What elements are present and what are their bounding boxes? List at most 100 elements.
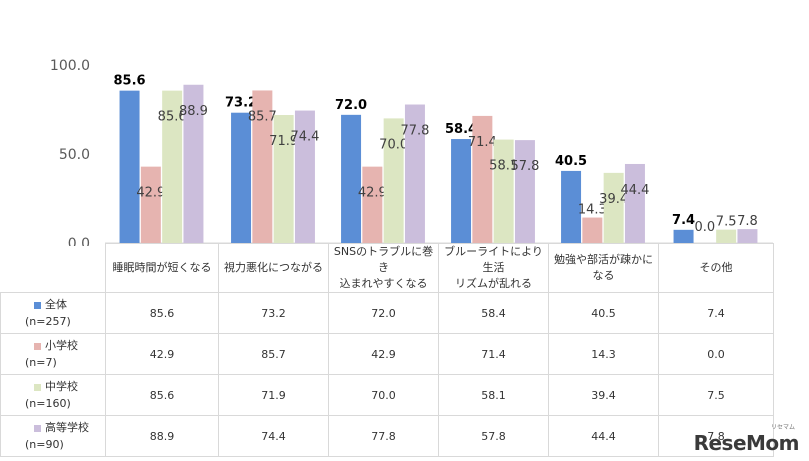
table-cell: 42.9 xyxy=(328,333,439,375)
series-name: 中学校 xyxy=(45,380,78,393)
table-row: 中学校 (n=160) 85.6 71.9 70.0 58.1 39.4 7.5 xyxy=(0,374,774,416)
resemom-logo: ReseMom xyxy=(693,431,800,455)
table-corner xyxy=(0,243,106,293)
bar-0-0 xyxy=(119,90,140,243)
data-label-3-0: 58.4 xyxy=(445,122,477,137)
legend-swatch xyxy=(34,384,41,391)
data-label-5-2: 7.5 xyxy=(716,215,737,230)
data-label-4-2: 39.4 xyxy=(599,192,628,207)
category-header: 勉強や部活が疎かに なる xyxy=(548,243,659,293)
bar-1-3 xyxy=(294,110,315,244)
category-label-line: 視力悪化につながる xyxy=(224,261,323,274)
series-legend: 小学校 (n=7) xyxy=(0,333,106,375)
data-label-0-2: 85.6 xyxy=(158,110,187,125)
data-label-4-1: 14.3 xyxy=(578,203,607,218)
bar-4-0 xyxy=(561,170,582,243)
table-cell: 85.6 xyxy=(105,292,219,334)
data-label-2-3: 77.8 xyxy=(400,124,429,139)
table-cell: 74.4 xyxy=(218,415,329,457)
category-label-line: SNSのトラブルに巻き xyxy=(333,245,434,274)
table-cell: 57.8 xyxy=(438,415,549,457)
table-cell: 39.4 xyxy=(548,374,659,416)
legend-swatch xyxy=(34,302,41,309)
bar-3-0 xyxy=(451,139,472,243)
data-label-5-0: 7.4 xyxy=(672,213,695,228)
category-label-line: 勉強や部活が疎かに xyxy=(554,253,653,266)
series-legend: 全体 (n=257) xyxy=(0,292,106,334)
data-label-1-1: 85.7 xyxy=(248,109,277,124)
series-sample-size: (n=257) xyxy=(25,315,71,328)
category-header: 視力悪化につながる xyxy=(218,243,329,293)
data-label-5-1: 0.0 xyxy=(695,220,716,235)
table-cell: 58.4 xyxy=(438,292,549,334)
bar-3-3 xyxy=(514,140,535,243)
table-cell: 40.5 xyxy=(548,292,659,334)
data-label-4-3: 44.4 xyxy=(620,183,649,198)
data-label-2-2: 70.0 xyxy=(379,137,408,152)
table-cell: 88.9 xyxy=(105,415,219,457)
bar-chart: 0.050.0100.085.642.985.688.973.285.771.9… xyxy=(50,58,773,246)
y-tick-label: 50.0 xyxy=(59,147,90,163)
table-cell: 7.4 xyxy=(658,292,774,334)
bar-4-2 xyxy=(603,172,624,243)
table-cell: 7.8 xyxy=(658,415,774,457)
legend-swatch xyxy=(34,425,41,432)
bar-0-3 xyxy=(183,84,204,244)
table-cell: 42.9 xyxy=(105,333,219,375)
category-header: 睡眠時間が短くなる xyxy=(105,243,219,293)
table-cell: 44.4 xyxy=(548,415,659,457)
bar-2-1 xyxy=(362,166,383,243)
series-name: 全体 xyxy=(45,298,67,311)
category-label-line: その他 xyxy=(699,261,733,274)
category-label-line: リズムが乱れる xyxy=(455,277,532,290)
category-header: その他 xyxy=(658,243,774,293)
table-cell: 71.9 xyxy=(218,374,329,416)
category-label-line: なる xyxy=(592,269,615,282)
series-sample-size: (n=160) xyxy=(25,397,71,410)
table-cell: 77.8 xyxy=(328,415,439,457)
category-label-line: ブルーライトにより生活 xyxy=(444,245,543,274)
series-name: 小学校 xyxy=(45,339,78,352)
bar-0-2 xyxy=(162,90,183,243)
data-label-2-0: 72.0 xyxy=(335,98,367,113)
table-cell: 0.0 xyxy=(658,333,774,375)
data-label-1-2: 71.9 xyxy=(269,134,298,149)
bar-5-3 xyxy=(737,229,758,243)
bar-1-1 xyxy=(252,90,273,243)
logo-subtitle: リセマム xyxy=(770,424,795,431)
bar-2-2 xyxy=(383,118,404,243)
y-tick-label: 0.0 xyxy=(68,236,90,246)
table-row: 高等学校 (n=90) 88.9 74.4 77.8 57.8 44.4 7.8 xyxy=(0,415,774,457)
table-cell: 71.4 xyxy=(438,333,549,375)
bar-0-1 xyxy=(140,166,161,243)
table-cell: 73.2 xyxy=(218,292,329,334)
data-label-0-0: 85.6 xyxy=(114,74,146,89)
table-cell: 85.6 xyxy=(105,374,219,416)
data-table: 睡眠時間が短くなる 視力悪化につながる SNSのトラブルに巻き 込まれやすくなる ブルー… xyxy=(0,243,774,457)
data-label-3-2: 58.1 xyxy=(489,159,518,174)
category-label-line: 込まれやすくなる xyxy=(339,277,428,290)
bar-4-3 xyxy=(624,163,645,243)
table-cell: 72.0 xyxy=(328,292,439,334)
bar-3-1 xyxy=(472,115,493,243)
table-row: 小学校 (n=7) 42.9 85.7 42.9 71.4 14.3 0.0 xyxy=(0,333,774,375)
category-label-line: 睡眠時間が短くなる xyxy=(112,261,212,274)
series-sample-size: (n=7) xyxy=(25,356,57,369)
data-label-0-3: 88.9 xyxy=(179,104,208,119)
table-row: 全体 (n=257) 85.6 73.2 72.0 58.4 40.5 7.4 xyxy=(0,292,774,334)
series-name: 高等学校 xyxy=(45,421,89,434)
table-cell: 85.7 xyxy=(218,333,329,375)
data-label-2-1: 42.9 xyxy=(358,186,387,201)
category-header: ブルーライトにより生活リズムが乱れる xyxy=(438,243,549,293)
table-cell: 14.3 xyxy=(548,333,659,375)
bar-1-0 xyxy=(231,112,252,243)
table-cell: 70.0 xyxy=(328,374,439,416)
y-tick-label: 100.0 xyxy=(50,58,90,74)
data-label-0-1: 42.9 xyxy=(136,186,165,201)
data-label-1-3: 74.4 xyxy=(290,130,319,145)
table-cell: 58.1 xyxy=(438,374,549,416)
data-label-1-0: 73.2 xyxy=(225,96,257,111)
data-label-5-3: 7.8 xyxy=(737,214,758,229)
category-header: SNSのトラブルに巻き込まれやすくなる xyxy=(328,243,439,293)
series-sample-size: (n=90) xyxy=(25,438,64,451)
